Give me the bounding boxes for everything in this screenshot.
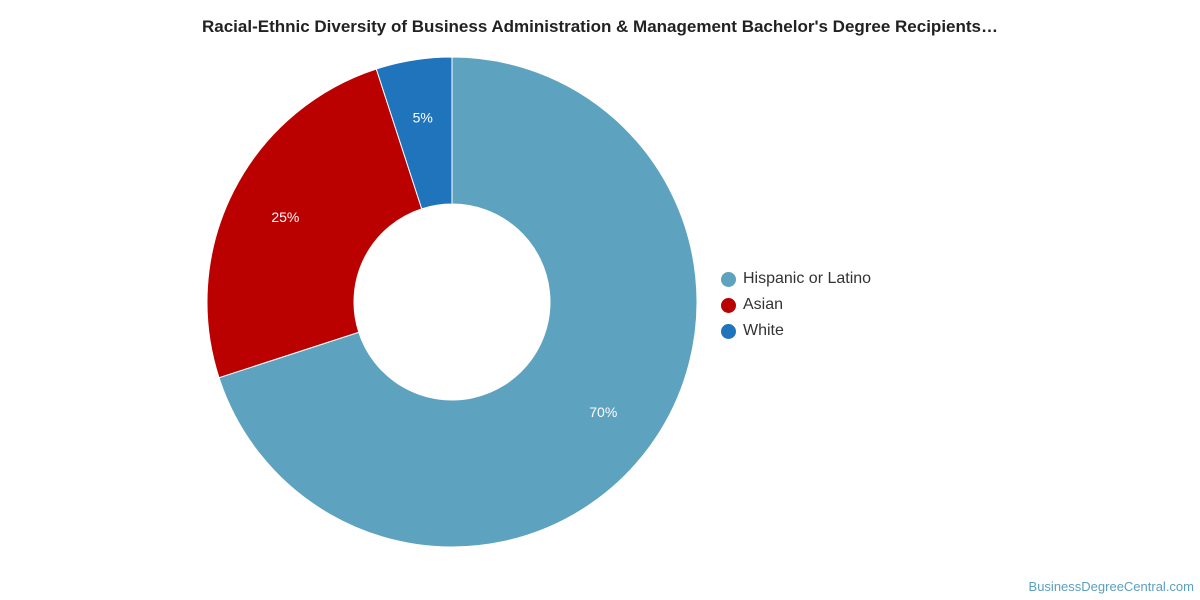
slice-white[interactable] [375,56,453,210]
watermark-link[interactable]: BusinessDegreeCentral.com [1028,579,1194,594]
legend-swatch-white [721,323,736,339]
legend-swatch-asian [721,297,736,313]
slice-label: 70% [589,404,617,420]
legend: Hispanic or Latino Asian White [721,266,871,344]
slice-asian[interactable] [206,68,423,379]
legend-item-white[interactable]: White [721,318,871,344]
slice-hispanic-or-latino[interactable] [218,56,698,548]
legend-label: White [743,322,784,339]
legend-item-hispanic-or-latino[interactable]: Hispanic or Latino [721,266,871,292]
slice-label: 5% [413,109,433,125]
legend-swatch-hispanic-or-latino [721,271,736,287]
legend-label: Asian [743,296,784,313]
chart-title: Racial-Ethnic Diversity of Business Admi… [201,17,998,36]
legend-item-asian[interactable]: Asian [721,292,871,318]
slice-label: 25% [271,209,299,225]
legend-label: Hispanic or Latino [743,270,872,287]
